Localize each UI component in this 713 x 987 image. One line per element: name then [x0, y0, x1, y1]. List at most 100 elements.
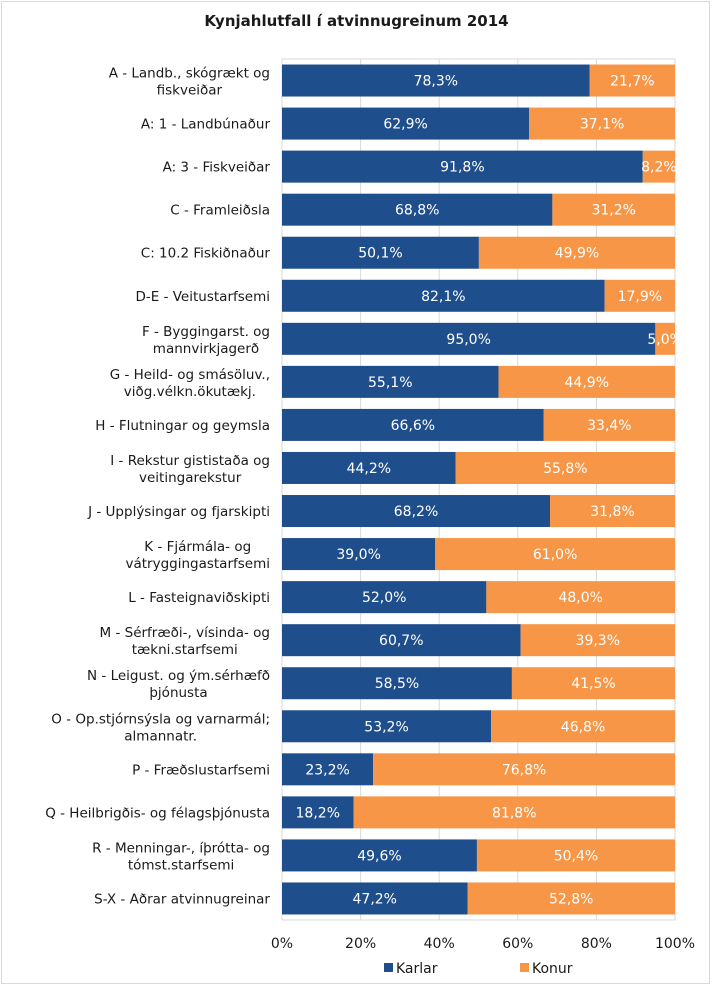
legend-label-konur: Konur: [532, 961, 573, 977]
category-label: I - Rekstur gististaða og veitingarekstur: [110, 453, 270, 486]
bar-karlar: [282, 150, 643, 183]
plot-area: [281, 58, 676, 921]
data-label-konur: 50,4%: [554, 848, 598, 864]
bar-konur: [435, 538, 675, 571]
x-tick-label: 0%: [271, 936, 293, 952]
category-label: F - Byggingarst. og mannvirkjagerð: [142, 324, 270, 357]
bar-konur: [511, 667, 675, 700]
data-label-konur: 76,8%: [502, 762, 546, 778]
data-label-karlar: 91,8%: [440, 160, 484, 176]
bar-konur: [552, 193, 675, 226]
category-label: N - Leigust. og ým.sérhæfð þjónusta: [87, 668, 270, 701]
data-label-konur: 49,9%: [555, 246, 599, 262]
bar-karlar: [282, 710, 492, 743]
category-label: G - Heild- og smásöluv., viðg.vélkn.ökutæ…: [110, 367, 270, 400]
data-label-karlar: 50,1%: [358, 246, 402, 262]
category-label: O - Op.stjórnsýsla og varnarmál; almannat…: [51, 711, 270, 744]
x-tick-label: 100%: [655, 936, 695, 952]
data-label-konur: 48,0%: [558, 590, 602, 606]
x-tick-label: 60%: [502, 936, 533, 952]
bar-konur: [476, 839, 675, 872]
category-label: C - Framleiðsla: [170, 203, 270, 219]
data-label-karlar: 68,8%: [395, 203, 439, 219]
bar-konur: [491, 710, 675, 743]
data-label-karlar: 66,6%: [391, 418, 435, 434]
bar-karlar: [282, 365, 499, 398]
category-label: C: 10.2 Fiskiðnaður: [141, 246, 271, 262]
data-label-karlar: 68,2%: [394, 504, 438, 520]
data-label-konur: 39,3%: [576, 633, 620, 649]
data-label-konur: 31,8%: [590, 504, 634, 520]
category-label: H - Flutningar og geymsla: [95, 418, 270, 434]
bar-konur: [520, 624, 675, 657]
data-label-karlar: 52,0%: [362, 590, 406, 606]
category-label: P - Fræðslustarfsemi: [132, 762, 270, 778]
data-label-karlar: 53,2%: [364, 719, 408, 735]
data-label-konur: 61,0%: [533, 547, 577, 563]
bar-karlar: [282, 495, 551, 528]
category-label: Q - Heilbrigðis- og félagsþjónusta: [45, 805, 270, 821]
x-tick-label: 40%: [424, 936, 455, 952]
category-label: L - Fasteignaviðskipti: [128, 590, 270, 606]
bar-karlar: [282, 193, 553, 226]
bar-karlar: [282, 538, 436, 571]
bar-karlar: [282, 451, 456, 484]
bar-konur: [498, 365, 675, 398]
data-label-konur: 31,2%: [591, 203, 635, 219]
bar-karlar: [282, 667, 512, 700]
category-label: A: 1 - Landbúnaður: [141, 117, 271, 133]
data-label-konur: 81,8%: [492, 805, 536, 821]
bar-konur: [604, 279, 675, 312]
legend-swatch-konur: [520, 963, 529, 972]
data-label-konur: 52,8%: [549, 891, 593, 907]
bar-karlar: [282, 279, 605, 312]
data-label-konur: 21,7%: [610, 74, 654, 90]
category-label: S-X - Aðrar atvinnugreinar: [94, 891, 270, 907]
category-label: M - Sérfræði-, vísinda- og tækni.starfsem…: [100, 625, 270, 658]
data-label-konur: 44,9%: [565, 375, 609, 391]
data-label-karlar: 39,0%: [336, 547, 380, 563]
legend-swatch-karlar: [384, 963, 393, 972]
category-label: K - Fjármála- og vátryggingastarfsemi: [125, 539, 270, 572]
x-tick-label: 20%: [345, 936, 376, 952]
bar-konur: [642, 150, 675, 183]
data-label-karlar: 49,6%: [357, 848, 401, 864]
data-label-karlar: 47,2%: [353, 891, 397, 907]
bar-konur: [373, 753, 675, 786]
bar-konur: [655, 322, 675, 355]
category-label: J - Upplýsingar og fjarskipti: [87, 504, 270, 520]
bar-karlar: [282, 581, 487, 614]
bar-karlar: [282, 236, 479, 269]
category-label: R - Menningar-, íþrótta- og tómst.starfse…: [92, 840, 270, 873]
data-label-konur: 5,0%: [647, 332, 683, 348]
data-label-karlar: 44,2%: [347, 461, 391, 477]
bar-karlar: [282, 753, 374, 786]
data-label-karlar: 18,2%: [296, 805, 340, 821]
data-label-konur: 17,9%: [618, 289, 662, 305]
data-label-karlar: 58,5%: [375, 676, 419, 692]
category-label: A: 3 - Fiskveiðar: [163, 160, 271, 176]
data-label-karlar: 55,1%: [368, 375, 412, 391]
data-label-karlar: 78,3%: [414, 74, 458, 90]
bar-konur: [550, 495, 675, 528]
bar-konur: [353, 796, 675, 829]
data-label-konur: 55,8%: [543, 461, 587, 477]
data-label-karlar: 95,0%: [446, 332, 490, 348]
chart-title: Kynjahlutfall í atvinnugreinum 2014: [204, 12, 509, 30]
category-label: A - Landb., skógrækt og fiskveiðar: [109, 66, 270, 99]
bar-karlar: [282, 882, 468, 915]
bar-konur: [589, 64, 675, 97]
bar-karlar: [282, 322, 656, 355]
data-label-konur: 33,4%: [587, 418, 631, 434]
x-tick-label: 80%: [581, 936, 612, 952]
bar-karlar: [282, 796, 354, 829]
category-label: D-E - Veitustarfsemi: [136, 289, 271, 305]
data-label-karlar: 62,9%: [383, 117, 427, 133]
legend-label-karlar: Karlar: [396, 961, 438, 977]
bar-konur: [486, 581, 675, 614]
bar-konur: [478, 236, 675, 269]
data-label-konur: 8,2%: [641, 160, 677, 176]
data-label-karlar: 60,7%: [379, 633, 423, 649]
